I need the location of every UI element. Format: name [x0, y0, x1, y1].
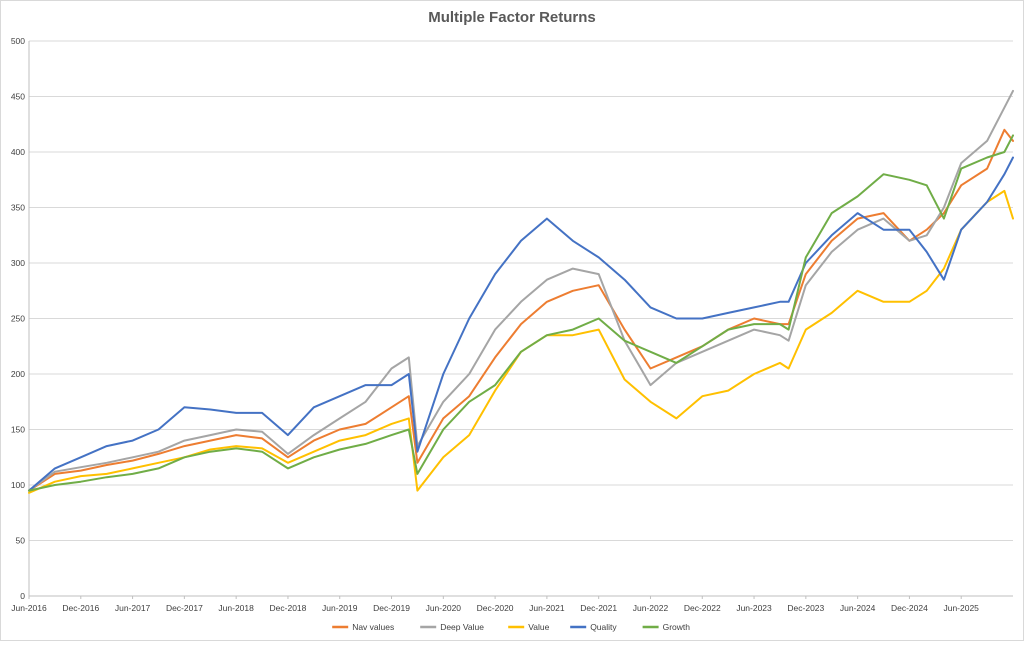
y-tick-label: 300 [11, 258, 25, 268]
y-tick-label: 100 [11, 480, 25, 490]
series-line-nav-values [28, 128, 1014, 492]
x-tick-label: Jun-2021 [529, 603, 565, 613]
y-tick-label: 350 [11, 203, 25, 213]
x-tick-label: Dec-2019 [373, 603, 410, 613]
y-tick-label: 0 [20, 591, 25, 601]
x-tick-label: Dec-2020 [477, 603, 514, 613]
y-tick-label: 400 [11, 147, 25, 157]
x-tick-label: Jun-2022 [633, 603, 669, 613]
x-tick-label: Jun-2020 [426, 603, 462, 613]
y-tick-label: 450 [11, 92, 25, 102]
legend: Nav values Deep Value Value Quality Growth [332, 622, 690, 632]
series-line-quality [28, 156, 1014, 492]
x-tick-label: Jun-2019 [322, 603, 358, 613]
series-line-growth [28, 134, 1014, 492]
y-tick-label: 200 [11, 369, 25, 379]
x-tick-label: Dec-2016 [62, 603, 99, 613]
x-tick-label: Dec-2023 [787, 603, 824, 613]
x-tick-label: Dec-2018 [270, 603, 307, 613]
x-tick-label: Dec-2024 [891, 603, 928, 613]
series-lines [28, 89, 1014, 494]
y-tick-label: 50 [16, 536, 26, 546]
y-tick-label: 150 [11, 425, 25, 435]
x-tick-label: Jun-2017 [115, 603, 151, 613]
legend-label-value: Value [528, 622, 549, 632]
x-tick-label: Jun-2023 [736, 603, 772, 613]
x-tick-label: Dec-2022 [684, 603, 721, 613]
x-tick-label: Dec-2021 [580, 603, 617, 613]
legend-label-nav-values: Nav values [352, 622, 394, 632]
x-tick-label: Jun-2024 [840, 603, 876, 613]
x-tick-label: Dec-2017 [166, 603, 203, 613]
x-tick-label: Jun-2025 [943, 603, 979, 613]
x-tick-label: Jun-2018 [218, 603, 254, 613]
x-tick-label: Jun-2016 [11, 603, 47, 613]
chart-title: Multiple Factor Returns [428, 9, 596, 26]
axes: 0 50 100 150 200 250 300 350 400 450 500 Jun-2016 De… [11, 36, 1013, 613]
legend-label-growth: Growth [663, 622, 691, 632]
legend-label-quality: Quality [590, 622, 617, 632]
legend-label-deep-value: Deep Value [440, 622, 484, 632]
y-tick-label: 250 [11, 314, 25, 324]
series-line-deep-value [28, 89, 1014, 492]
gridlines [29, 40, 1013, 541]
y-tick-label: 500 [11, 36, 25, 46]
